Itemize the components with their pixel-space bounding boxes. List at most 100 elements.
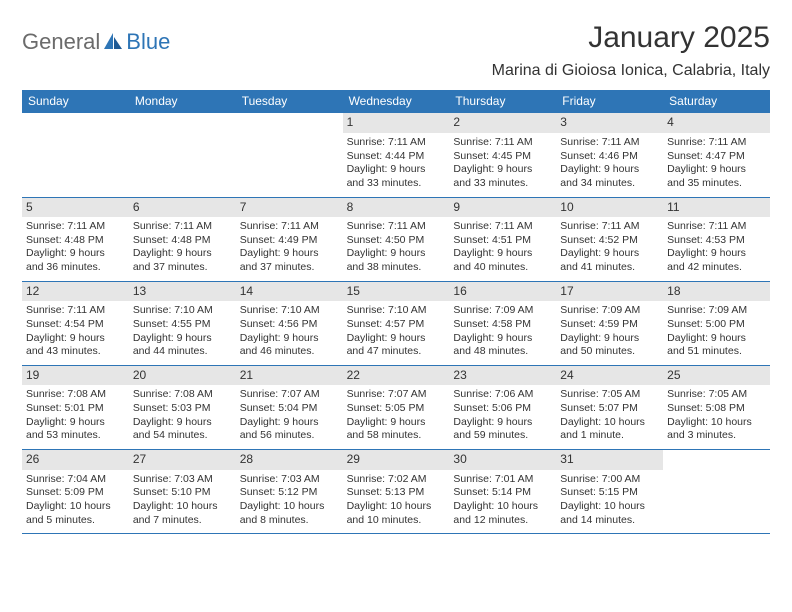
detail-line: and 43 minutes. xyxy=(26,345,125,359)
detail-line: Sunset: 4:58 PM xyxy=(453,318,552,332)
day-details: Sunrise: 7:11 AMSunset: 4:49 PMDaylight:… xyxy=(240,220,339,275)
detail-line: Sunset: 5:14 PM xyxy=(453,486,552,500)
day-number: 17 xyxy=(556,282,663,302)
detail-line: Sunset: 5:12 PM xyxy=(240,486,339,500)
day-details: Sunrise: 7:01 AMSunset: 5:14 PMDaylight:… xyxy=(453,473,552,528)
detail-line: Sunrise: 7:10 AM xyxy=(240,304,339,318)
day-number: 4 xyxy=(663,113,770,133)
detail-line: Sunrise: 7:03 AM xyxy=(133,473,232,487)
day-details: Sunrise: 7:11 AMSunset: 4:48 PMDaylight:… xyxy=(133,220,232,275)
day-number: 30 xyxy=(449,450,556,470)
day-cell: 1Sunrise: 7:11 AMSunset: 4:44 PMDaylight… xyxy=(343,113,450,196)
week-row: 12Sunrise: 7:11 AMSunset: 4:54 PMDayligh… xyxy=(22,282,770,366)
week-row: 19Sunrise: 7:08 AMSunset: 5:01 PMDayligh… xyxy=(22,366,770,450)
day-cell: 14Sunrise: 7:10 AMSunset: 4:56 PMDayligh… xyxy=(236,282,343,365)
day-number: 19 xyxy=(22,366,129,386)
day-details: Sunrise: 7:05 AMSunset: 5:07 PMDaylight:… xyxy=(560,388,659,443)
day-number: 26 xyxy=(22,450,129,470)
day-details: Sunrise: 7:00 AMSunset: 5:15 PMDaylight:… xyxy=(560,473,659,528)
detail-line: Sunset: 4:54 PM xyxy=(26,318,125,332)
day-cell: 12Sunrise: 7:11 AMSunset: 4:54 PMDayligh… xyxy=(22,282,129,365)
detail-line: Sunrise: 7:04 AM xyxy=(26,473,125,487)
detail-line: Sunrise: 7:09 AM xyxy=(667,304,766,318)
day-details: Sunrise: 7:11 AMSunset: 4:50 PMDaylight:… xyxy=(347,220,446,275)
detail-line: Sunrise: 7:09 AM xyxy=(453,304,552,318)
detail-line: Sunrise: 7:09 AM xyxy=(560,304,659,318)
day-cell: 26Sunrise: 7:04 AMSunset: 5:09 PMDayligh… xyxy=(22,450,129,533)
detail-line: Sunrise: 7:10 AM xyxy=(133,304,232,318)
day-details: Sunrise: 7:11 AMSunset: 4:44 PMDaylight:… xyxy=(347,136,446,191)
sail-icon xyxy=(102,31,124,53)
detail-line: Sunset: 5:15 PM xyxy=(560,486,659,500)
detail-line: Daylight: 9 hours xyxy=(667,247,766,261)
day-cell: 22Sunrise: 7:07 AMSunset: 5:05 PMDayligh… xyxy=(343,366,450,449)
logo: General Blue xyxy=(22,18,170,57)
day-details: Sunrise: 7:05 AMSunset: 5:08 PMDaylight:… xyxy=(667,388,766,443)
detail-line: Sunset: 4:44 PM xyxy=(347,150,446,164)
detail-line: Daylight: 9 hours xyxy=(26,416,125,430)
detail-line: Sunrise: 7:07 AM xyxy=(240,388,339,402)
day-cell: 29Sunrise: 7:02 AMSunset: 5:13 PMDayligh… xyxy=(343,450,450,533)
detail-line: and 7 minutes. xyxy=(133,514,232,528)
day-number: 13 xyxy=(129,282,236,302)
detail-line: Sunrise: 7:08 AM xyxy=(26,388,125,402)
detail-line: Daylight: 9 hours xyxy=(347,332,446,346)
day-number: 6 xyxy=(129,198,236,218)
day-cell: 9Sunrise: 7:11 AMSunset: 4:51 PMDaylight… xyxy=(449,198,556,281)
location: Marina di Gioiosa Ionica, Calabria, Ital… xyxy=(492,61,770,82)
day-cell: 16Sunrise: 7:09 AMSunset: 4:58 PMDayligh… xyxy=(449,282,556,365)
week-row: 26 Sunrise: 7:04 AMSunset: 5:09 PM Dayligh… xyxy=(22,450,770,534)
detail-line: Sunrise: 7:11 AM xyxy=(26,220,125,234)
detail-line: Daylight: 10 hours xyxy=(347,500,446,514)
detail-line: Sunrise: 7:11 AM xyxy=(667,220,766,234)
week-row: 5Sunrise: 7:11 AMSunset: 4:48 PMDaylight… xyxy=(22,198,770,282)
day-details: Sunrise: 7:10 AMSunset: 4:57 PMDaylight:… xyxy=(347,304,446,359)
detail-line: Daylight: 9 hours xyxy=(453,416,552,430)
day-cell: 20Sunrise: 7:08 AMSunset: 5:03 PMDayligh… xyxy=(129,366,236,449)
day-number: 9 xyxy=(449,198,556,218)
blank-cell xyxy=(236,113,343,196)
day-details: Sunrise: 7:03 AMSunset: 5:12 PMDaylight:… xyxy=(240,473,339,528)
detail-line: and 47 minutes. xyxy=(347,345,446,359)
detail-line: Daylight: 10 hours xyxy=(560,500,659,514)
day-details: Sunrise: 7:09 AMSunset: 4:59 PMDaylight:… xyxy=(560,304,659,359)
detail-line: and 37 minutes. xyxy=(240,261,339,275)
day-cell: 2Sunrise: 7:11 AMSunset: 4:45 PMDaylight… xyxy=(449,113,556,196)
detail-line: and 37 minutes. xyxy=(133,261,232,275)
detail-line: and 51 minutes. xyxy=(667,345,766,359)
detail-line: Sunset: 5:04 PM xyxy=(240,402,339,416)
detail-line: Daylight: 9 hours xyxy=(560,163,659,177)
detail-line: Daylight: 9 hours xyxy=(453,332,552,346)
detail-line: Sunset: 4:57 PM xyxy=(347,318,446,332)
calendar: SundayMondayTuesdayWednesdayThursdayFrid… xyxy=(22,90,770,534)
detail-line: and 54 minutes. xyxy=(133,429,232,443)
detail-line: Sunset: 4:49 PM xyxy=(240,234,339,248)
detail-line: Sunset: 5:09 PM xyxy=(26,486,125,500)
detail-line: and 42 minutes. xyxy=(667,261,766,275)
day-number: 18 xyxy=(663,282,770,302)
day-cell: 6Sunrise: 7:11 AMSunset: 4:48 PMDaylight… xyxy=(129,198,236,281)
dayname: Thursday xyxy=(449,90,556,114)
day-cell: 19Sunrise: 7:08 AMSunset: 5:01 PMDayligh… xyxy=(22,366,129,449)
detail-line: and 53 minutes. xyxy=(26,429,125,443)
detail-line: Daylight: 9 hours xyxy=(560,332,659,346)
day-number: 5 xyxy=(22,198,129,218)
detail-line: Sunset: 5:07 PM xyxy=(560,402,659,416)
day-cell: 27Sunrise: 7:03 AMSunset: 5:10 PMDayligh… xyxy=(129,450,236,533)
day-cell: 24Sunrise: 7:05 AMSunset: 5:07 PMDayligh… xyxy=(556,366,663,449)
detail-line: Sunset: 5:13 PM xyxy=(347,486,446,500)
dayname: Tuesday xyxy=(236,90,343,114)
day-number: 24 xyxy=(556,366,663,386)
detail-line: Sunrise: 7:03 AM xyxy=(240,473,339,487)
blank-cell xyxy=(129,113,236,196)
day-cell: 5Sunrise: 7:11 AMSunset: 4:48 PMDaylight… xyxy=(22,198,129,281)
day-number: 28 xyxy=(236,450,343,470)
detail-line: Daylight: 9 hours xyxy=(453,247,552,261)
day-details: Sunrise: 7:09 AMSunset: 5:00 PMDaylight:… xyxy=(667,304,766,359)
dayname: Saturday xyxy=(663,90,770,114)
detail-line: Sunrise: 7:00 AM xyxy=(560,473,659,487)
detail-line: Daylight: 9 hours xyxy=(26,247,125,261)
day-cell: 15Sunrise: 7:10 AMSunset: 4:57 PMDayligh… xyxy=(343,282,450,365)
detail-line: Sunset: 4:45 PM xyxy=(453,150,552,164)
day-details: Sunrise: 7:08 AMSunset: 5:01 PMDaylight:… xyxy=(26,388,125,443)
